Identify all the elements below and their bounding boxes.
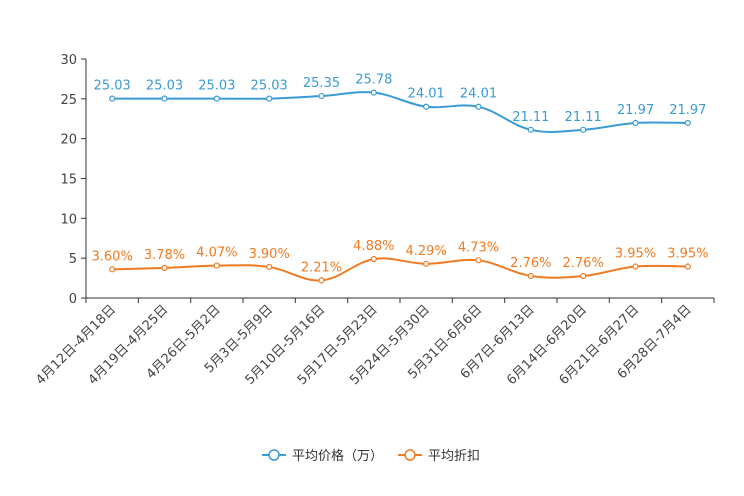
y-tick-label: 20 [60, 133, 77, 148]
legend-marker [268, 449, 280, 461]
data-point [318, 92, 325, 100]
data-point [527, 272, 534, 280]
data-label: 3.95% [667, 247, 708, 262]
data-point [632, 263, 639, 270]
series-1: 25.03 25.03 25.03 25.03 25.35 25.78 24.01 24.01… [94, 73, 706, 133]
data-point [475, 103, 482, 110]
data-point [213, 262, 220, 269]
axes: 0510152025304月12日-4月18日4月19日-4月25日4月26日-… [33, 53, 715, 388]
data-label: 25.35 [303, 76, 340, 91]
data-point [632, 119, 639, 127]
data-point [580, 272, 587, 280]
data-label: 21.97 [617, 103, 654, 118]
data-point [109, 266, 116, 273]
data-label: 4.73% [458, 240, 499, 255]
data-label: 3.60% [92, 249, 133, 264]
y-tick-label: 25 [60, 93, 77, 108]
y-tick-label: 30 [60, 53, 77, 68]
data-label: 24.01 [460, 87, 497, 102]
legend-label: 平均折扣 [428, 449, 480, 464]
data-label: 21.11 [512, 110, 549, 125]
data-point [475, 257, 482, 264]
y-tick-label: 15 [60, 173, 77, 188]
data-point [161, 95, 168, 102]
series-line [112, 257, 688, 282]
data-label: 25.03 [94, 79, 131, 94]
y-tick-label: 0 [69, 292, 77, 307]
data-label: 4.88% [353, 239, 394, 254]
data-label: 24.01 [408, 87, 445, 102]
data-label: 2.21% [301, 260, 342, 275]
data-label: 25.78 [355, 73, 392, 88]
data-label: 25.03 [251, 79, 288, 94]
legend-item-1: 平均价格（万） [262, 448, 383, 464]
data-label: 2.76% [510, 256, 551, 271]
data-label: 21.11 [565, 110, 602, 125]
data-point [370, 89, 377, 96]
data-label: 3.95% [615, 247, 656, 262]
data-point [684, 119, 691, 127]
legend-marker [404, 449, 416, 461]
data-point [161, 264, 168, 271]
data-label: 25.03 [198, 79, 235, 94]
data-point [266, 95, 273, 102]
data-point [266, 263, 273, 271]
y-tick-label: 5 [69, 252, 77, 267]
data-label: 3.90% [249, 247, 290, 262]
data-point [423, 260, 430, 267]
data-label: 2.76% [563, 256, 604, 271]
data-label: 21.97 [669, 103, 706, 118]
legend-item-2: 平均折扣 [398, 449, 480, 464]
data-point [580, 126, 587, 133]
series-layer: 25.03 25.03 25.03 25.03 25.35 25.78 24.01 24.01… [92, 73, 708, 284]
data-point [318, 277, 325, 284]
legend-label: 平均价格（万） [292, 448, 383, 464]
data-label: 4.29% [406, 244, 447, 259]
data-label: 25.03 [146, 79, 183, 94]
data-label: 4.07% [196, 246, 237, 261]
series-2: 3.60% 3.78% 4.07% 3.90% 2.21% 4.88% 4.29% 4.73%… [92, 239, 708, 284]
data-point [109, 95, 116, 102]
data-point [213, 95, 220, 102]
data-point [423, 103, 430, 110]
data-label: 3.78% [144, 248, 185, 263]
data-point [684, 263, 691, 270]
data-point [527, 126, 534, 133]
legend: 平均价格（万） 平均折扣 [262, 448, 480, 464]
data-point [370, 256, 377, 263]
series-line [112, 91, 688, 133]
y-tick-label: 10 [60, 212, 77, 227]
